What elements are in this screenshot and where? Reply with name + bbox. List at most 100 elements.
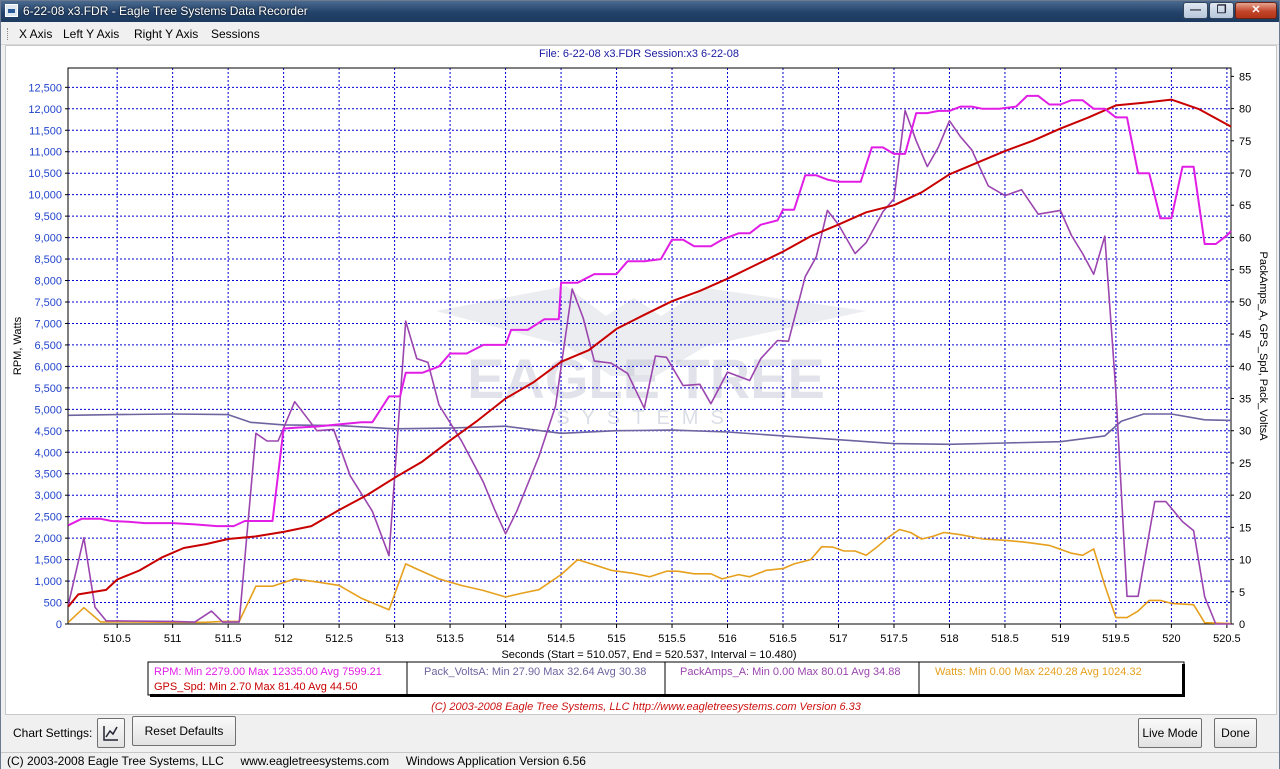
right-tick-label: 40	[1239, 361, 1251, 373]
x-tick-label: 516	[718, 633, 736, 645]
window-title: 6-22-08 x3.FDR - Eagle Tree Systems Data…	[23, 4, 308, 18]
eagle-logo-icon	[436, 286, 866, 376]
series-lines	[67, 94, 1232, 625]
app-icon	[5, 4, 18, 17]
left-tick-label: 4,500	[34, 426, 62, 438]
x-tick-label: 512.5	[325, 633, 353, 645]
bottom-toolbar: Chart Settings: Reset Defaults Live Mode…	[1, 715, 1279, 751]
maximize-button[interactable]: ❐	[1209, 2, 1234, 19]
x-axis: 510.5 511 511.5 512 512.5 513 513.5 514 514.5 515…	[103, 624, 1241, 645]
left-tick-label: 12,000	[28, 104, 62, 116]
left-tick-label: 5,500	[34, 383, 62, 395]
menu-right-y-axis[interactable]: Right Y Axis	[134, 27, 199, 41]
left-tick-label: 11,000	[29, 147, 62, 159]
left-tick-label: 8,000	[34, 276, 62, 288]
chart-settings-button[interactable]	[97, 718, 125, 748]
title-bar[interactable]: 6-22-08 x3.FDR - Eagle Tree Systems Data…	[1, 1, 1279, 22]
live-mode-button[interactable]: Live Mode	[1138, 718, 1202, 748]
left-tick-label: 7,500	[34, 297, 62, 309]
chart-copyright: (C) 2003-2008 Eagle Tree Systems, LLC ht…	[431, 701, 862, 713]
right-tick-label: 85	[1239, 71, 1251, 83]
stat-gps-spd: GPS_Spd: Min 2.70 Max 81.40 Avg 44.50	[154, 681, 357, 693]
menu-left-y-axis[interactable]: Left Y Axis	[63, 27, 120, 41]
y-axis-left-label: RPM, Watts	[12, 316, 24, 375]
right-axis: 0 5 10 15 20 25 30 35 40 45 50 55 60 65 70 75 80 85	[1231, 71, 1251, 631]
right-tick-label: 30	[1239, 426, 1251, 438]
left-tick-label: 5,000	[34, 404, 62, 416]
x-tick-label: 516.5	[769, 633, 797, 645]
series-line-gps-spd	[67, 98, 1232, 608]
left-tick-label: 9,500	[34, 211, 62, 223]
x-tick-label: 513.5	[436, 633, 464, 645]
data-chart[interactable]: File: 6-22-08 x3.FDR Session:x3 6-22-08 …	[6, 46, 1276, 714]
x-tick-label: 517.5	[880, 633, 908, 645]
menu-x-axis[interactable]: X Axis	[19, 27, 53, 41]
right-tick-label: 50	[1239, 297, 1251, 309]
watermark-subtitle: SYSTEMS	[556, 407, 736, 429]
x-tick-label: 518	[940, 633, 958, 645]
left-tick-label: 2,000	[34, 533, 62, 545]
right-tick-label: 20	[1239, 490, 1251, 502]
left-tick-label: 7,000	[34, 318, 62, 330]
x-tick-label: 520.5	[1213, 633, 1241, 645]
stat-pack-amps: PackAmps_A: Min 0.00 Max 80.01 Avg 34.88	[680, 666, 901, 678]
x-tick-label: 511	[164, 633, 182, 645]
series-line-pack-voltsa	[68, 413, 1232, 446]
menu-sessions[interactable]: Sessions	[211, 27, 260, 41]
right-tick-label: 65	[1239, 200, 1251, 212]
left-tick-label: 12,500	[28, 82, 62, 94]
stat-watts: Watts: Min 0.00 Max 2240.28 Avg 1024.32	[935, 666, 1142, 678]
left-tick-label: 6,000	[34, 361, 62, 373]
right-tick-label: 35	[1239, 394, 1251, 406]
series-line-rpm	[67, 94, 1232, 528]
left-tick-label: 2,500	[34, 512, 62, 524]
right-tick-label: 80	[1239, 104, 1251, 116]
right-tick-label: 45	[1239, 329, 1251, 341]
x-tick-label: 517	[829, 633, 847, 645]
watermark: EAGLE TREE SYSTEMS	[436, 286, 866, 429]
x-tick-label: 520	[1162, 633, 1180, 645]
right-tick-label: 25	[1239, 458, 1251, 470]
x-tick-label: 514	[496, 633, 514, 645]
status-bar: (C) 2003-2008 Eagle Tree Systems, LLC ww…	[1, 752, 1279, 769]
close-button[interactable]: ✕	[1235, 2, 1277, 19]
right-tick-label: 15	[1239, 522, 1251, 534]
x-axis-label: Seconds (Start = 510.057, End = 520.537,…	[501, 649, 796, 661]
grid	[68, 68, 1231, 625]
x-tick-label: 518.5	[991, 633, 1019, 645]
right-tick-label: 70	[1239, 168, 1251, 180]
right-tick-label: 75	[1239, 136, 1251, 148]
x-tick-label: 512	[274, 633, 292, 645]
chart-settings-icon	[103, 726, 118, 741]
right-tick-label: 0	[1239, 619, 1245, 631]
minimize-button[interactable]: —	[1183, 2, 1208, 19]
reset-defaults-button[interactable]: Reset Defaults	[132, 716, 236, 746]
x-tick-label: 515.5	[658, 633, 686, 645]
x-tick-label: 519.5	[1102, 633, 1130, 645]
left-tick-label: 3,500	[34, 469, 62, 481]
chart-settings-label: Chart Settings:	[13, 726, 93, 740]
left-tick-label: 8,500	[34, 254, 62, 266]
plot-border	[67, 67, 1232, 625]
x-tick-label: 519	[1051, 633, 1069, 645]
chart-header: File: 6-22-08 x3.FDR Session:x3 6-22-08	[539, 48, 739, 60]
left-tick-label: 9,000	[34, 233, 62, 245]
y-axis-right-label: PackAmps_A, GPS_Spd, Pack_VoltsA	[1257, 252, 1269, 442]
series-line-packamps-a	[67, 109, 1231, 625]
left-tick-label: 4,000	[34, 447, 62, 459]
left-tick-label: 3,000	[34, 490, 62, 502]
right-tick-label: 60	[1239, 232, 1251, 244]
x-tick-label: 511.5	[215, 633, 242, 645]
right-tick-label: 10	[1239, 555, 1251, 567]
x-tick-label: 513	[385, 633, 403, 645]
stats-legend: RPM: Min 2279.00 Max 12335.00 Avg 7599.2…	[147, 661, 1185, 697]
done-button[interactable]: Done	[1214, 718, 1257, 748]
status-text: (C) 2003-2008 Eagle Tree Systems, LLC ww…	[7, 754, 586, 768]
left-tick-label: 500	[44, 598, 62, 610]
menu-grip	[7, 28, 9, 40]
left-tick-label: 10,500	[28, 168, 62, 180]
right-tick-label: 5	[1239, 587, 1245, 599]
left-tick-label: 1,000	[34, 576, 62, 588]
chart-area[interactable]: File: 6-22-08 x3.FDR Session:x3 6-22-08 …	[5, 45, 1277, 715]
